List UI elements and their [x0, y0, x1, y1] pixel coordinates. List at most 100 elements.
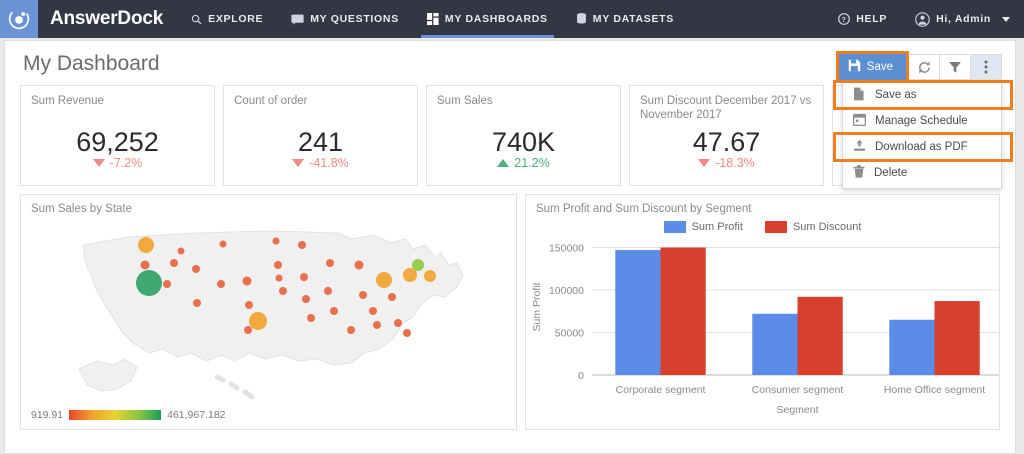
trash-icon: [853, 165, 865, 181]
kpi-card[interactable]: Count of order 241 -41.8%: [223, 85, 418, 186]
menu-label: Download as PDF: [875, 141, 968, 153]
page-background: My Dashboard Save: [0, 38, 1024, 454]
menu-item-manage-schedule[interactable]: Manage Schedule: [843, 108, 1001, 134]
search-icon: [191, 14, 202, 25]
legend-max-label: 461,967.182: [167, 409, 226, 421]
menu-item-delete[interactable]: Delete: [843, 160, 1001, 186]
kpi-card[interactable]: Sum Sales 740K 21.2%: [426, 85, 621, 186]
kpi-value: 740K: [491, 127, 556, 157]
save-button[interactable]: Save: [838, 54, 906, 80]
chevron-down-icon: [1002, 16, 1010, 22]
legend-label: Sum Discount: [792, 221, 862, 233]
menu-label: Manage Schedule: [875, 115, 968, 127]
user-circle-icon: [915, 11, 930, 27]
us-bubble-map: [78, 230, 464, 400]
kpi-title: Sum Sales: [437, 95, 493, 107]
menu-label: Save as: [875, 89, 917, 101]
refresh-icon[interactable]: [909, 54, 940, 80]
user-menu[interactable]: Hi, Admin: [901, 0, 1024, 38]
kpi-delta: -41.8%: [224, 156, 417, 170]
copy-document-icon: [853, 87, 866, 104]
legend-gradient-bar: [69, 410, 162, 420]
svg-text:Corporate segment: Corporate segment: [616, 384, 706, 396]
brand-name: AnswerDock: [50, 8, 164, 29]
nav-right: ? HELP Hi, Admin: [824, 0, 1024, 38]
nav-item-my-questions[interactable]: MY QUESTIONS: [277, 0, 413, 38]
triangle-down-icon: [292, 159, 305, 167]
svg-text:Sum Profit: Sum Profit: [531, 282, 543, 331]
top-navbar: AnswerDock EXPLORE MY QUESTIONS MY DASHB…: [0, 0, 1024, 38]
triangle-up-icon: [497, 159, 510, 167]
chart-plot: 0 50000 100000 150000 Corporate segment Consu…: [531, 243, 999, 416]
kpi-value: 241: [297, 127, 344, 157]
chart-legend: Sum Profit Sum Discount: [526, 221, 999, 233]
nav-links: EXPLORE MY QUESTIONS MY DASHBOARDS MY DA…: [177, 0, 688, 38]
svg-text:100000: 100000: [549, 285, 584, 297]
nav-item-my-dashboards[interactable]: MY DASHBOARDS: [413, 0, 562, 38]
dashboard-panel: My Dashboard Save: [4, 40, 1016, 454]
widget-row: Sum Sales by State: [17, 186, 1003, 430]
brand[interactable]: AnswerDock: [0, 0, 177, 38]
nav-label: MY DATASETS: [592, 13, 674, 25]
map-widget[interactable]: Sum Sales by State: [20, 194, 517, 430]
menu-label: Delete: [874, 167, 908, 179]
legend-label: Sum Profit: [691, 221, 743, 233]
kpi-title: Sum Revenue: [31, 95, 104, 107]
download-icon: [853, 139, 866, 155]
kpi-title: Count of order: [234, 95, 308, 107]
nav-item-explore[interactable]: EXPLORE: [177, 0, 277, 38]
kpi-card[interactable]: Sum Revenue 69,252 -7.2%: [20, 85, 215, 186]
legend-entry-sum-discount[interactable]: Sum Discount: [764, 221, 862, 233]
legend-min-label: 919.91: [31, 409, 64, 421]
save-button-label: Save: [866, 61, 893, 73]
answerdock-orbit-logo: [0, 0, 38, 38]
page-title: My Dashboard: [23, 52, 160, 75]
legend-swatch: [764, 221, 787, 233]
triangle-down-icon: [698, 159, 711, 167]
kpi-delta-label: -7.2%: [109, 156, 143, 170]
funnel-filter-icon[interactable]: [940, 54, 971, 80]
chat-bubble-icon: [291, 14, 304, 25]
svg-text:50000: 50000: [555, 328, 584, 340]
menu-item-download-as-pdf[interactable]: Download as PDF: [833, 132, 1013, 162]
map-color-legend: 919.91 461,967.182: [31, 409, 226, 421]
kpi-value: 69,252: [76, 127, 159, 157]
vertical-dots-icon[interactable]: [971, 54, 1002, 80]
svg-text:Segment: Segment: [776, 404, 818, 416]
kpi-delta-label: 21.2%: [514, 156, 550, 170]
menu-item-save-as[interactable]: Save as: [833, 80, 1013, 110]
legend-entry-sum-profit[interactable]: Sum Profit: [663, 221, 743, 233]
kpi-delta: 21.2%: [427, 156, 620, 170]
kpi-delta: -18.3%: [630, 156, 823, 170]
dashboard-options-menu: Save as Manage Schedule Download as PDF …: [833, 79, 1013, 189]
nav-label: MY DASHBOARDS: [444, 13, 548, 25]
legend-swatch: [663, 221, 686, 233]
kpi-delta: -7.2%: [21, 156, 214, 170]
svg-text:150000: 150000: [549, 243, 584, 255]
bar-chart: Sum Profit Sum Discount 0 50000 100000 1500…: [526, 217, 999, 429]
nav-label: HELP: [856, 13, 888, 25]
nav-label: MY QUESTIONS: [310, 13, 399, 25]
svg-text:0: 0: [578, 370, 584, 382]
kpi-delta-label: -18.3%: [715, 156, 755, 170]
svg-text:Home Office segment: Home Office segment: [884, 384, 985, 396]
svg-text:Consumer segment: Consumer segment: [752, 384, 844, 396]
dashboard-toolbar: Save: [835, 51, 1002, 83]
svg-text:?: ?: [842, 15, 847, 24]
triangle-down-icon: [92, 159, 105, 167]
kpi-title: Sum Discount December 2017 vs November 2…: [640, 95, 812, 121]
chart-widget[interactable]: Sum Profit and Sum Discount by Segment S…: [525, 194, 1000, 430]
kpi-delta-label: -41.8%: [309, 156, 349, 170]
database-icon: [576, 13, 587, 25]
grid-dashboard-icon: [426, 13, 439, 25]
nav-item-my-datasets[interactable]: MY DATASETS: [562, 0, 688, 38]
map-widget-title: Sum Sales by State: [31, 203, 132, 215]
user-label: Hi, Admin: [936, 13, 991, 25]
kpi-card[interactable]: Sum Discount December 2017 vs November 2…: [629, 85, 824, 186]
nav-label: EXPLORE: [208, 13, 264, 25]
chart-widget-title: Sum Profit and Sum Discount by Segment: [536, 203, 752, 215]
calendar-icon: [852, 113, 867, 129]
kpi-value: 47.67: [692, 127, 761, 157]
question-circle-icon: ?: [838, 13, 851, 25]
nav-item-help[interactable]: ? HELP: [824, 0, 901, 38]
